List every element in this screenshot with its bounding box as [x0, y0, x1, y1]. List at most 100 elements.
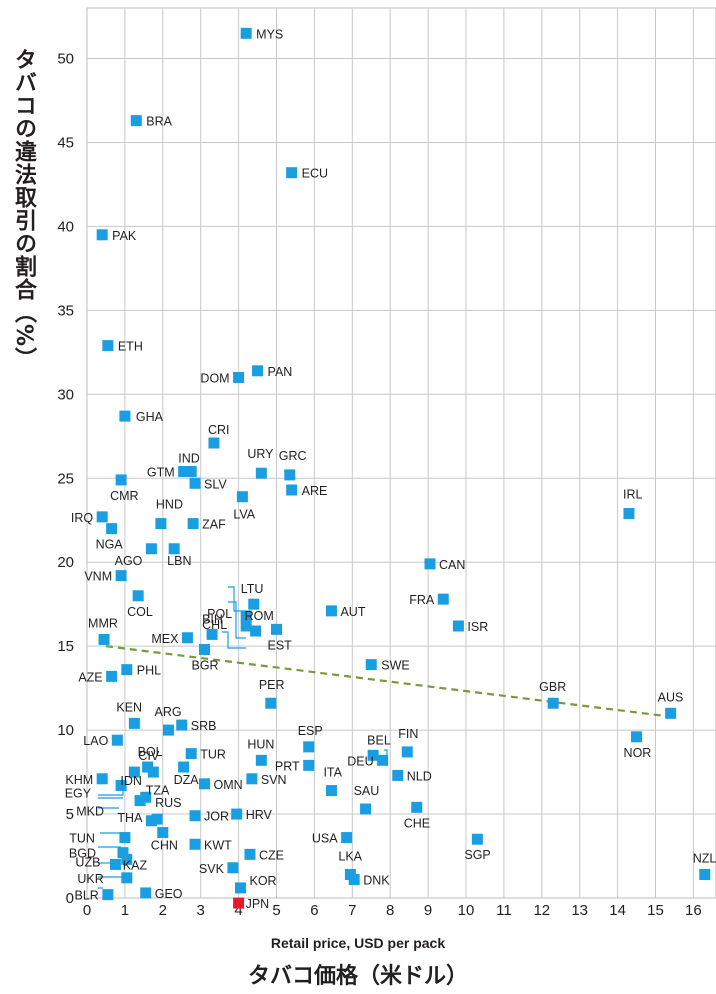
point-pan [252, 365, 264, 377]
point-rom [250, 625, 262, 637]
y-tick-label: 50 [57, 51, 74, 68]
point-label-isr: ISR [467, 620, 488, 634]
point-sau [360, 803, 372, 815]
y-tick-label: 5 [66, 806, 74, 823]
point-label-kwt: KWT [204, 838, 232, 852]
x-tick-label: 3 [197, 902, 205, 919]
y-tick-label: 35 [57, 302, 74, 319]
point-label-dom: DOM [200, 372, 229, 386]
point-tun [119, 832, 131, 844]
point-kor [234, 882, 246, 894]
point-bol [142, 761, 154, 773]
point-slv [189, 477, 201, 489]
point-label-irl: IRL [623, 488, 643, 502]
point-uzb [109, 858, 121, 870]
point-label-swe: SWE [381, 659, 409, 673]
point-tha [145, 815, 157, 827]
point-col [132, 590, 144, 602]
x-tick-label: 2 [159, 902, 167, 919]
point-label-nga: NGA [96, 538, 124, 552]
y-tick-label: 20 [57, 554, 74, 571]
point-zaf [187, 518, 199, 530]
data-points [96, 27, 711, 909]
point-label-sau: SAU [354, 784, 380, 798]
point-label-bra: BRA [146, 115, 172, 129]
y-tick-label: 45 [57, 134, 74, 151]
point-idn [128, 766, 140, 778]
trendline [105, 645, 671, 718]
point-label-kor: KOR [249, 874, 276, 888]
point-label-nor: NOR [624, 746, 652, 760]
point-aze [106, 670, 118, 682]
point-ury [255, 467, 267, 479]
point-are [286, 484, 298, 496]
point-label-prt: PRT [275, 759, 300, 773]
point-cmr [115, 474, 127, 486]
point-tur [185, 748, 197, 760]
x-tick-labels: 0 1 2 3 4 5 6 7 8 9 10 11 12 13 14 15 16 [83, 902, 702, 919]
point-label-bih: BIH [202, 612, 223, 626]
point-lao [111, 734, 123, 746]
leader-line [228, 586, 246, 612]
x-tick-label: 1 [121, 902, 129, 919]
point-label-hrv: HRV [246, 808, 273, 822]
point-svk [227, 862, 239, 874]
x-tick-label: 13 [571, 902, 588, 919]
point-label-chl: CHL [202, 618, 227, 632]
point-ukr [121, 872, 133, 884]
point-aus [665, 707, 677, 719]
y-axis-title: タバコの違法取引の割合（%） [11, 48, 36, 371]
x-tick-label: 0 [83, 902, 91, 919]
point-label-can: CAN [439, 558, 465, 572]
x-tick-label: 5 [272, 902, 280, 919]
point-label-ken: KEN [116, 700, 142, 714]
point-label-esp: ESP [298, 724, 323, 738]
point-jpn [233, 897, 245, 909]
point-srb [176, 719, 188, 731]
y-tick-label: 15 [57, 638, 74, 655]
point-label-nld: NLD [407, 769, 432, 783]
x-tick-label: 7 [348, 902, 356, 919]
point-grc [284, 469, 296, 481]
x-tick-label: 10 [458, 902, 475, 919]
point-nzl [699, 868, 711, 880]
leader-line [228, 601, 246, 639]
point-lva [236, 491, 248, 503]
x-tick-label: 16 [685, 902, 702, 919]
x-tick-label: 6 [310, 902, 318, 919]
point-hnd [155, 518, 167, 530]
point-label-pol: POL [207, 607, 232, 621]
point-ago [145, 543, 157, 555]
point-gtm [178, 466, 190, 478]
point-chl [240, 620, 252, 632]
point-label-idn: IDN [120, 774, 142, 788]
point-label-gtm: GTM [147, 466, 175, 480]
point-label-tun: TUN [69, 832, 95, 846]
point-label-ind: IND [178, 452, 200, 466]
point-chn [157, 827, 169, 839]
x-tick-label: 12 [533, 902, 550, 919]
point-label-est: EST [268, 638, 293, 652]
point-ecu [286, 167, 298, 179]
grid [86, 7, 716, 899]
point-label-bgr: BGR [191, 659, 218, 673]
point-label-cri: CRI [208, 423, 230, 437]
point-nga [106, 523, 118, 535]
point-vnm [115, 570, 127, 582]
point-ita [325, 785, 337, 797]
point-lbn [168, 543, 180, 555]
point-omn [198, 778, 210, 790]
point-label-grc: GRC [279, 449, 307, 463]
point-ken [128, 717, 140, 729]
point-label-ury: URY [247, 447, 274, 461]
y-tick-label: 25 [57, 470, 74, 487]
point-label-ltu: LTU [241, 582, 264, 596]
y-tick-label: 30 [57, 386, 74, 403]
point-label-sgp: SGP [464, 848, 490, 862]
point-label-chn: CHN [151, 839, 178, 853]
x-tick-label: 8 [386, 902, 394, 919]
point-jor [189, 810, 201, 822]
point-hrv [231, 808, 243, 820]
point-fra [437, 593, 449, 605]
point-label-kaz: KAZ [123, 858, 148, 872]
